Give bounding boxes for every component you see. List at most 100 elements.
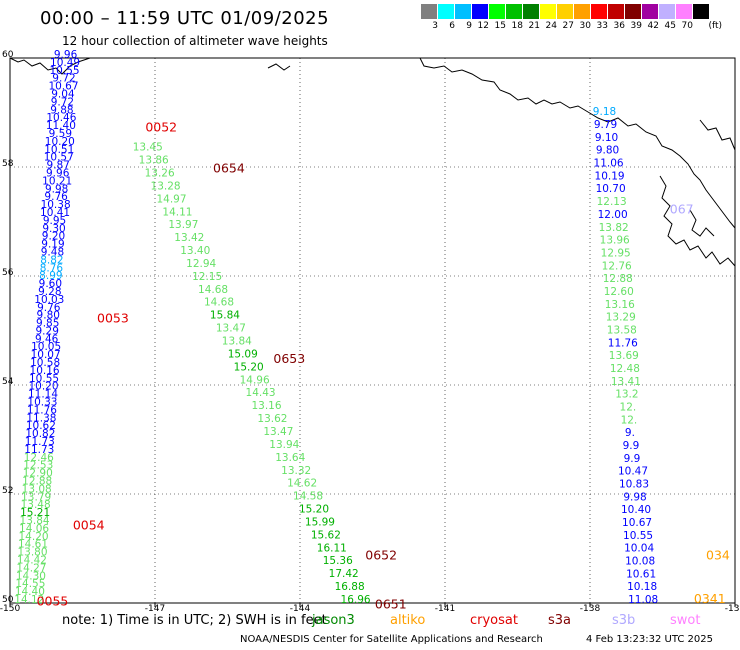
- coastline-islands: [689, 209, 715, 237]
- legend-swatch: [608, 4, 625, 19]
- wave-height-value: 8.99: [39, 270, 62, 282]
- lon-tick-label: -135: [725, 604, 740, 614]
- pass-time-label: 0341: [694, 591, 726, 606]
- credit-line: NOAA/NESDIS Center for Satellite Applica…: [240, 634, 543, 645]
- legend-swatch: [523, 4, 540, 19]
- wave-height-value: 13.29: [606, 312, 636, 324]
- wave-height-value: 13.48: [21, 499, 51, 511]
- wave-height-value: 10.58: [30, 357, 60, 369]
- lat-tick-label: 60: [2, 50, 14, 60]
- wave-height-value: 15.84: [210, 310, 240, 322]
- legend-label: 9: [466, 21, 472, 31]
- wave-height-value: 9.18: [593, 106, 616, 118]
- wave-height-value: 14.68: [204, 297, 234, 309]
- wave-height-value: 16.96: [341, 594, 371, 606]
- wave-height-value: 9.72: [52, 73, 75, 85]
- wave-height-value: 12.60: [604, 286, 634, 298]
- wave-height-value: 14.12: [14, 594, 44, 606]
- wave-height-value: 13.82: [599, 222, 629, 234]
- wave-height-value: 13.47: [263, 426, 293, 438]
- lon-tick-label: -144: [290, 604, 311, 614]
- wave-height-value: 9.98: [45, 183, 68, 195]
- generated-timestamp: 4 Feb 13:23:32 UTC 2025: [586, 634, 713, 645]
- wave-height-value: 10.41: [40, 207, 70, 219]
- wave-height-value: 12.: [620, 401, 637, 413]
- wave-height-value: 9.72: [51, 96, 74, 108]
- legend-swatch: [472, 4, 489, 19]
- lat-tick-label: 58: [2, 159, 14, 169]
- wave-height-value: 14.42: [17, 555, 47, 567]
- wave-height-value: 10.82: [25, 428, 55, 440]
- legend-label: 12: [477, 21, 489, 31]
- wave-height-value: 10.20: [28, 381, 58, 393]
- legend-swatch: [591, 4, 608, 19]
- wave-height-value: 10.51: [44, 144, 74, 156]
- wave-height-value: 10.55: [623, 530, 653, 542]
- legend-swatches: [421, 4, 710, 19]
- wave-height-value: 9.04: [51, 88, 75, 100]
- wave-height-value: 10.33: [27, 397, 57, 409]
- wave-height-value: 14.58: [293, 491, 323, 503]
- wave-height-value: 13.08: [22, 483, 52, 495]
- wave-height-value: 14.06: [19, 523, 49, 535]
- pass-time-label: 0054: [73, 517, 105, 532]
- wave-height-value: 9.: [625, 427, 635, 439]
- legend-label: 30: [579, 21, 591, 31]
- satellite-label-altiko: altiko: [390, 613, 426, 628]
- wave-height-value: 10.57: [44, 152, 74, 164]
- lon-tick-label: -150: [0, 604, 20, 614]
- lat-tick-label: 50: [2, 595, 14, 605]
- wave-height-value: 13.86: [139, 155, 169, 167]
- satellite-label-cryosat: cryosat: [470, 613, 518, 628]
- wave-height-value: 15.62: [311, 529, 341, 541]
- wave-height-value: 9.9: [623, 440, 640, 452]
- wave-height-value: 13.62: [257, 413, 287, 425]
- satellite-label-s3b: s3b: [612, 613, 636, 628]
- wave-height-value: 10.67: [622, 517, 652, 529]
- wave-height-value: 13.64: [275, 452, 305, 464]
- wave-height-value: 15.20: [299, 504, 329, 516]
- wave-height-value: 12.88: [603, 273, 633, 285]
- footer-note: note: 1) Time is in UTC; 2) SWH is in fe…: [62, 613, 327, 628]
- satellite-label-jason3: jason3: [312, 613, 355, 628]
- coastline-alaska: [419, 57, 736, 229]
- wave-height-value: 9.10: [595, 132, 618, 144]
- wave-height-value: 13.16: [605, 299, 635, 311]
- wave-height-value: 10.47: [618, 466, 648, 478]
- legend-label: 36: [613, 21, 625, 31]
- legend-swatch: [659, 4, 676, 19]
- wave-height-value: 10.55: [29, 373, 59, 385]
- wave-height-value: 9.28: [38, 286, 61, 298]
- legend-label: 33: [596, 21, 608, 31]
- lon-tick-label: -141: [435, 604, 455, 614]
- pass-time-label: 067: [670, 201, 694, 216]
- wave-height-value: 11.76: [27, 404, 57, 416]
- wave-height-value: 16.11: [317, 542, 347, 554]
- wave-height-value: 12.15: [192, 271, 222, 283]
- legend-swatch: [574, 4, 591, 19]
- wave-height-value: 9.95: [43, 215, 66, 227]
- wave-height-value: 14.55: [15, 578, 45, 590]
- pass-time-label: 0653: [273, 351, 305, 366]
- wave-height-value: 12.00: [598, 209, 628, 221]
- wave-height-value: 11.08: [628, 594, 658, 606]
- wave-height-value: 11.73: [24, 444, 54, 456]
- wave-height-value: 16.88: [335, 581, 365, 593]
- wave-height-value: 14.20: [19, 531, 49, 543]
- wave-height-value: 13.28: [151, 180, 181, 192]
- legend-label: 21: [528, 21, 540, 31]
- wave-height-value: 10.70: [596, 183, 626, 195]
- wave-height-value: 9.30: [42, 223, 65, 235]
- wave-height-value: 12.90: [23, 468, 53, 480]
- wave-height-value: 17.42: [329, 568, 359, 580]
- wave-height-value: 10.21: [42, 175, 72, 187]
- wave-height-value: 15.36: [323, 555, 353, 567]
- wave-height-value: 9.9: [624, 453, 641, 465]
- wave-height-value: 13.32: [281, 465, 311, 477]
- legend-label: 39: [630, 21, 642, 31]
- wave-height-value: 10.05: [31, 341, 61, 353]
- wave-height-value: 12.13: [597, 196, 627, 208]
- wave-height-value: 9.96: [54, 49, 78, 61]
- wave-height-value: 11.73: [25, 436, 55, 448]
- wave-height-value: 10.62: [26, 420, 56, 432]
